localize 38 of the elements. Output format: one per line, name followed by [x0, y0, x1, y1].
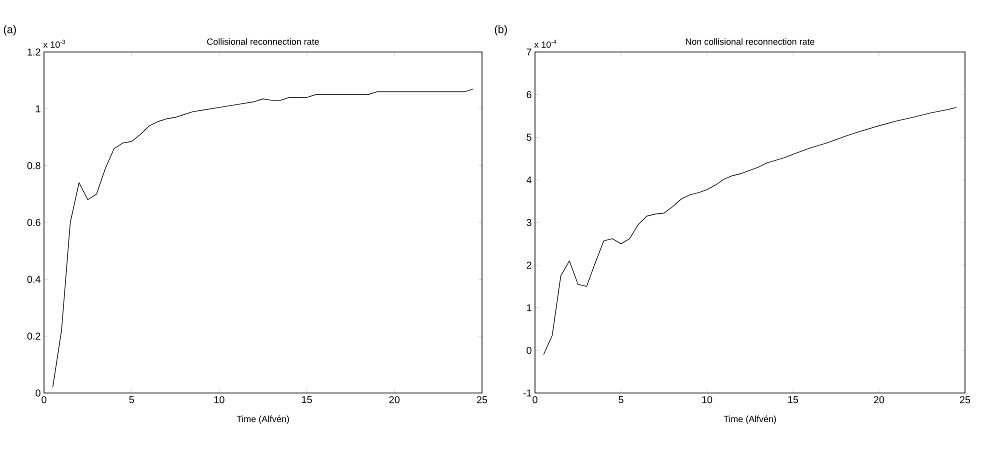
y-tick-label: 0.6 — [27, 218, 40, 226]
x-tick-label: 5 — [129, 396, 134, 404]
y-tick-label: 3 — [526, 218, 532, 226]
x-tick-label: 0 — [532, 396, 538, 404]
y-tick-label: 0.2 — [27, 332, 40, 340]
y-tick-label: 0.4 — [27, 276, 41, 283]
x-axis-title: Time (Alfvén) — [724, 415, 776, 424]
y-tick-label: 6 — [526, 91, 532, 98]
y-tick-label: 7 — [526, 48, 532, 56]
line-series — [52, 88, 474, 388]
text: (a) — [4, 25, 16, 36]
text: x 10$^{-3}$ — [43, 40, 66, 48]
x-tick-label: 25 — [960, 396, 970, 404]
y-tick-label: 0 — [526, 346, 532, 354]
x-tick-label: 25 — [476, 396, 488, 404]
y-tick-label: 1 — [527, 304, 532, 312]
x-tick-label: 5 — [618, 396, 624, 404]
text: x 10$^{-4}$ — [534, 40, 556, 48]
text: (b) — [494, 25, 507, 36]
x-tick-label: 15 — [788, 396, 798, 404]
y-tick-label: -1 — [523, 390, 532, 396]
y-tick-label: 0 — [36, 389, 40, 397]
x-axis-title: Time (Alfvén) — [236, 415, 289, 424]
y-tick-label: 0.8 — [27, 162, 40, 170]
y-tick-label: 1 — [36, 105, 40, 112]
x-tick-label: 20 — [874, 396, 884, 404]
x-tick-label: 10 — [214, 396, 224, 404]
chart-title: Collisional reconnection rate — [207, 38, 319, 45]
line-series — [543, 107, 957, 355]
x-tick-label: 15 — [302, 396, 312, 404]
y-tick-label: 4 — [526, 176, 532, 184]
x-tick-label: 10 — [702, 396, 712, 404]
chart-title: Non collisional reconnection rate — [686, 38, 814, 45]
y-tick-label: 5 — [526, 134, 532, 141]
y-tick-label: 1.2 — [28, 48, 40, 56]
x-tick-label: 0 — [42, 396, 46, 404]
x-tick-label: 20 — [389, 396, 400, 404]
y-tick-label: 2 — [526, 262, 532, 269]
